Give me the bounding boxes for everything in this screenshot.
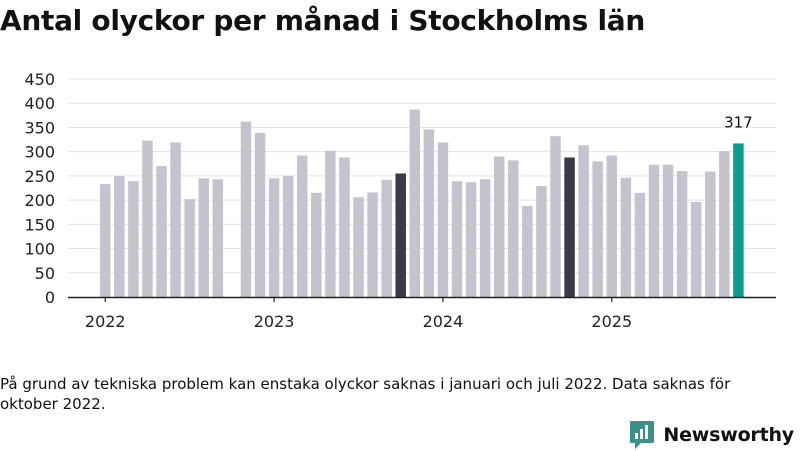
bar-2025-05 bbox=[662, 164, 674, 297]
bar-2022-09 bbox=[212, 179, 224, 297]
y-tick-label: 50 bbox=[35, 264, 55, 283]
x-tick-label: 2025 bbox=[591, 312, 632, 331]
bar-2025-07 bbox=[690, 202, 702, 297]
bar-2023-08 bbox=[367, 192, 378, 297]
bar-2023-07 bbox=[353, 197, 364, 297]
y-tick-label: 350 bbox=[24, 118, 55, 137]
bar-2023-01 bbox=[268, 178, 280, 297]
bar-2024-02 bbox=[451, 181, 463, 297]
bar-2022-04 bbox=[142, 140, 153, 297]
y-tick-label: 150 bbox=[24, 215, 55, 234]
chart-title: Antal olyckor per månad i Stockholms län bbox=[0, 4, 645, 37]
x-tick-label: 2023 bbox=[254, 312, 295, 331]
x-axis-tick-labels: 2022 2023 2024 2025 bbox=[85, 312, 632, 331]
y-tick-label: 200 bbox=[24, 191, 55, 210]
bar-2025-10 bbox=[733, 143, 744, 297]
bar-2022-01 bbox=[100, 184, 111, 297]
bar-2023-02 bbox=[282, 175, 294, 297]
brand-name: Newsworthy bbox=[663, 424, 794, 446]
newsworthy-logo-icon bbox=[630, 421, 655, 449]
bar-2022-06 bbox=[170, 142, 181, 297]
bar-2023-09 bbox=[381, 179, 392, 297]
bar-2023-06 bbox=[339, 157, 350, 297]
bar-2025-08 bbox=[705, 171, 716, 297]
y-tick-label: 250 bbox=[24, 167, 55, 186]
bar-2024-05 bbox=[493, 156, 505, 297]
bar-2024-04 bbox=[479, 179, 491, 297]
y-tick-label: 300 bbox=[24, 143, 55, 162]
bar-2022-03 bbox=[128, 181, 139, 297]
bar-2023-12 bbox=[423, 129, 435, 297]
bar-2022-11 bbox=[240, 121, 252, 297]
bar-2025-01 bbox=[606, 155, 618, 297]
bar-2024-11 bbox=[578, 145, 589, 297]
bar-2022-05 bbox=[156, 166, 167, 297]
bar-2023-03 bbox=[296, 155, 308, 297]
bar-2023-11 bbox=[409, 109, 421, 297]
bars bbox=[100, 109, 744, 297]
footnote: På grund av tekniska problem kan enstaka… bbox=[0, 375, 731, 413]
bar-2024-12 bbox=[592, 161, 603, 297]
y-tick-label: 0 bbox=[45, 288, 55, 307]
bar-2023-04 bbox=[311, 192, 322, 297]
bar-2022-12 bbox=[254, 132, 266, 297]
x-axis bbox=[68, 296, 776, 302]
y-tick-label: 450 bbox=[24, 70, 55, 89]
brand-logo: Newsworthy bbox=[629, 419, 794, 451]
bar-chart: 0 50 100 150 200 250 300 350 400 450 2022 2023 2024… bbox=[24, 70, 776, 331]
bar-2024-03 bbox=[465, 182, 477, 297]
y-axis-tick-labels: 0 50 100 150 200 250 300 350 400 450 bbox=[24, 70, 55, 307]
bar-2024-01 bbox=[437, 142, 449, 297]
bar-2024-06 bbox=[508, 160, 519, 297]
bar-2025-06 bbox=[676, 171, 688, 297]
bar-2025-03 bbox=[634, 192, 646, 297]
data-label-latest: 317 bbox=[724, 113, 753, 131]
x-tick-label: 2022 bbox=[85, 312, 126, 331]
bar-2025-04 bbox=[648, 164, 660, 297]
bar-2023-10 bbox=[395, 173, 406, 297]
y-tick-label: 400 bbox=[24, 94, 55, 113]
bar-2023-05 bbox=[325, 150, 336, 297]
data-labels: 317 bbox=[724, 113, 753, 131]
bar-2022-02 bbox=[114, 175, 125, 297]
bar-2022-08 bbox=[198, 178, 209, 297]
bar-2022-07 bbox=[184, 199, 195, 297]
bar-2025-09 bbox=[719, 151, 730, 297]
bar-2024-08 bbox=[536, 186, 547, 297]
bar-2025-02 bbox=[620, 177, 632, 297]
bar-2024-10 bbox=[564, 157, 575, 297]
y-tick-label: 100 bbox=[24, 240, 55, 259]
x-tick-label: 2024 bbox=[423, 312, 464, 331]
bar-2024-09 bbox=[550, 136, 561, 297]
bar-2024-07 bbox=[522, 205, 533, 297]
